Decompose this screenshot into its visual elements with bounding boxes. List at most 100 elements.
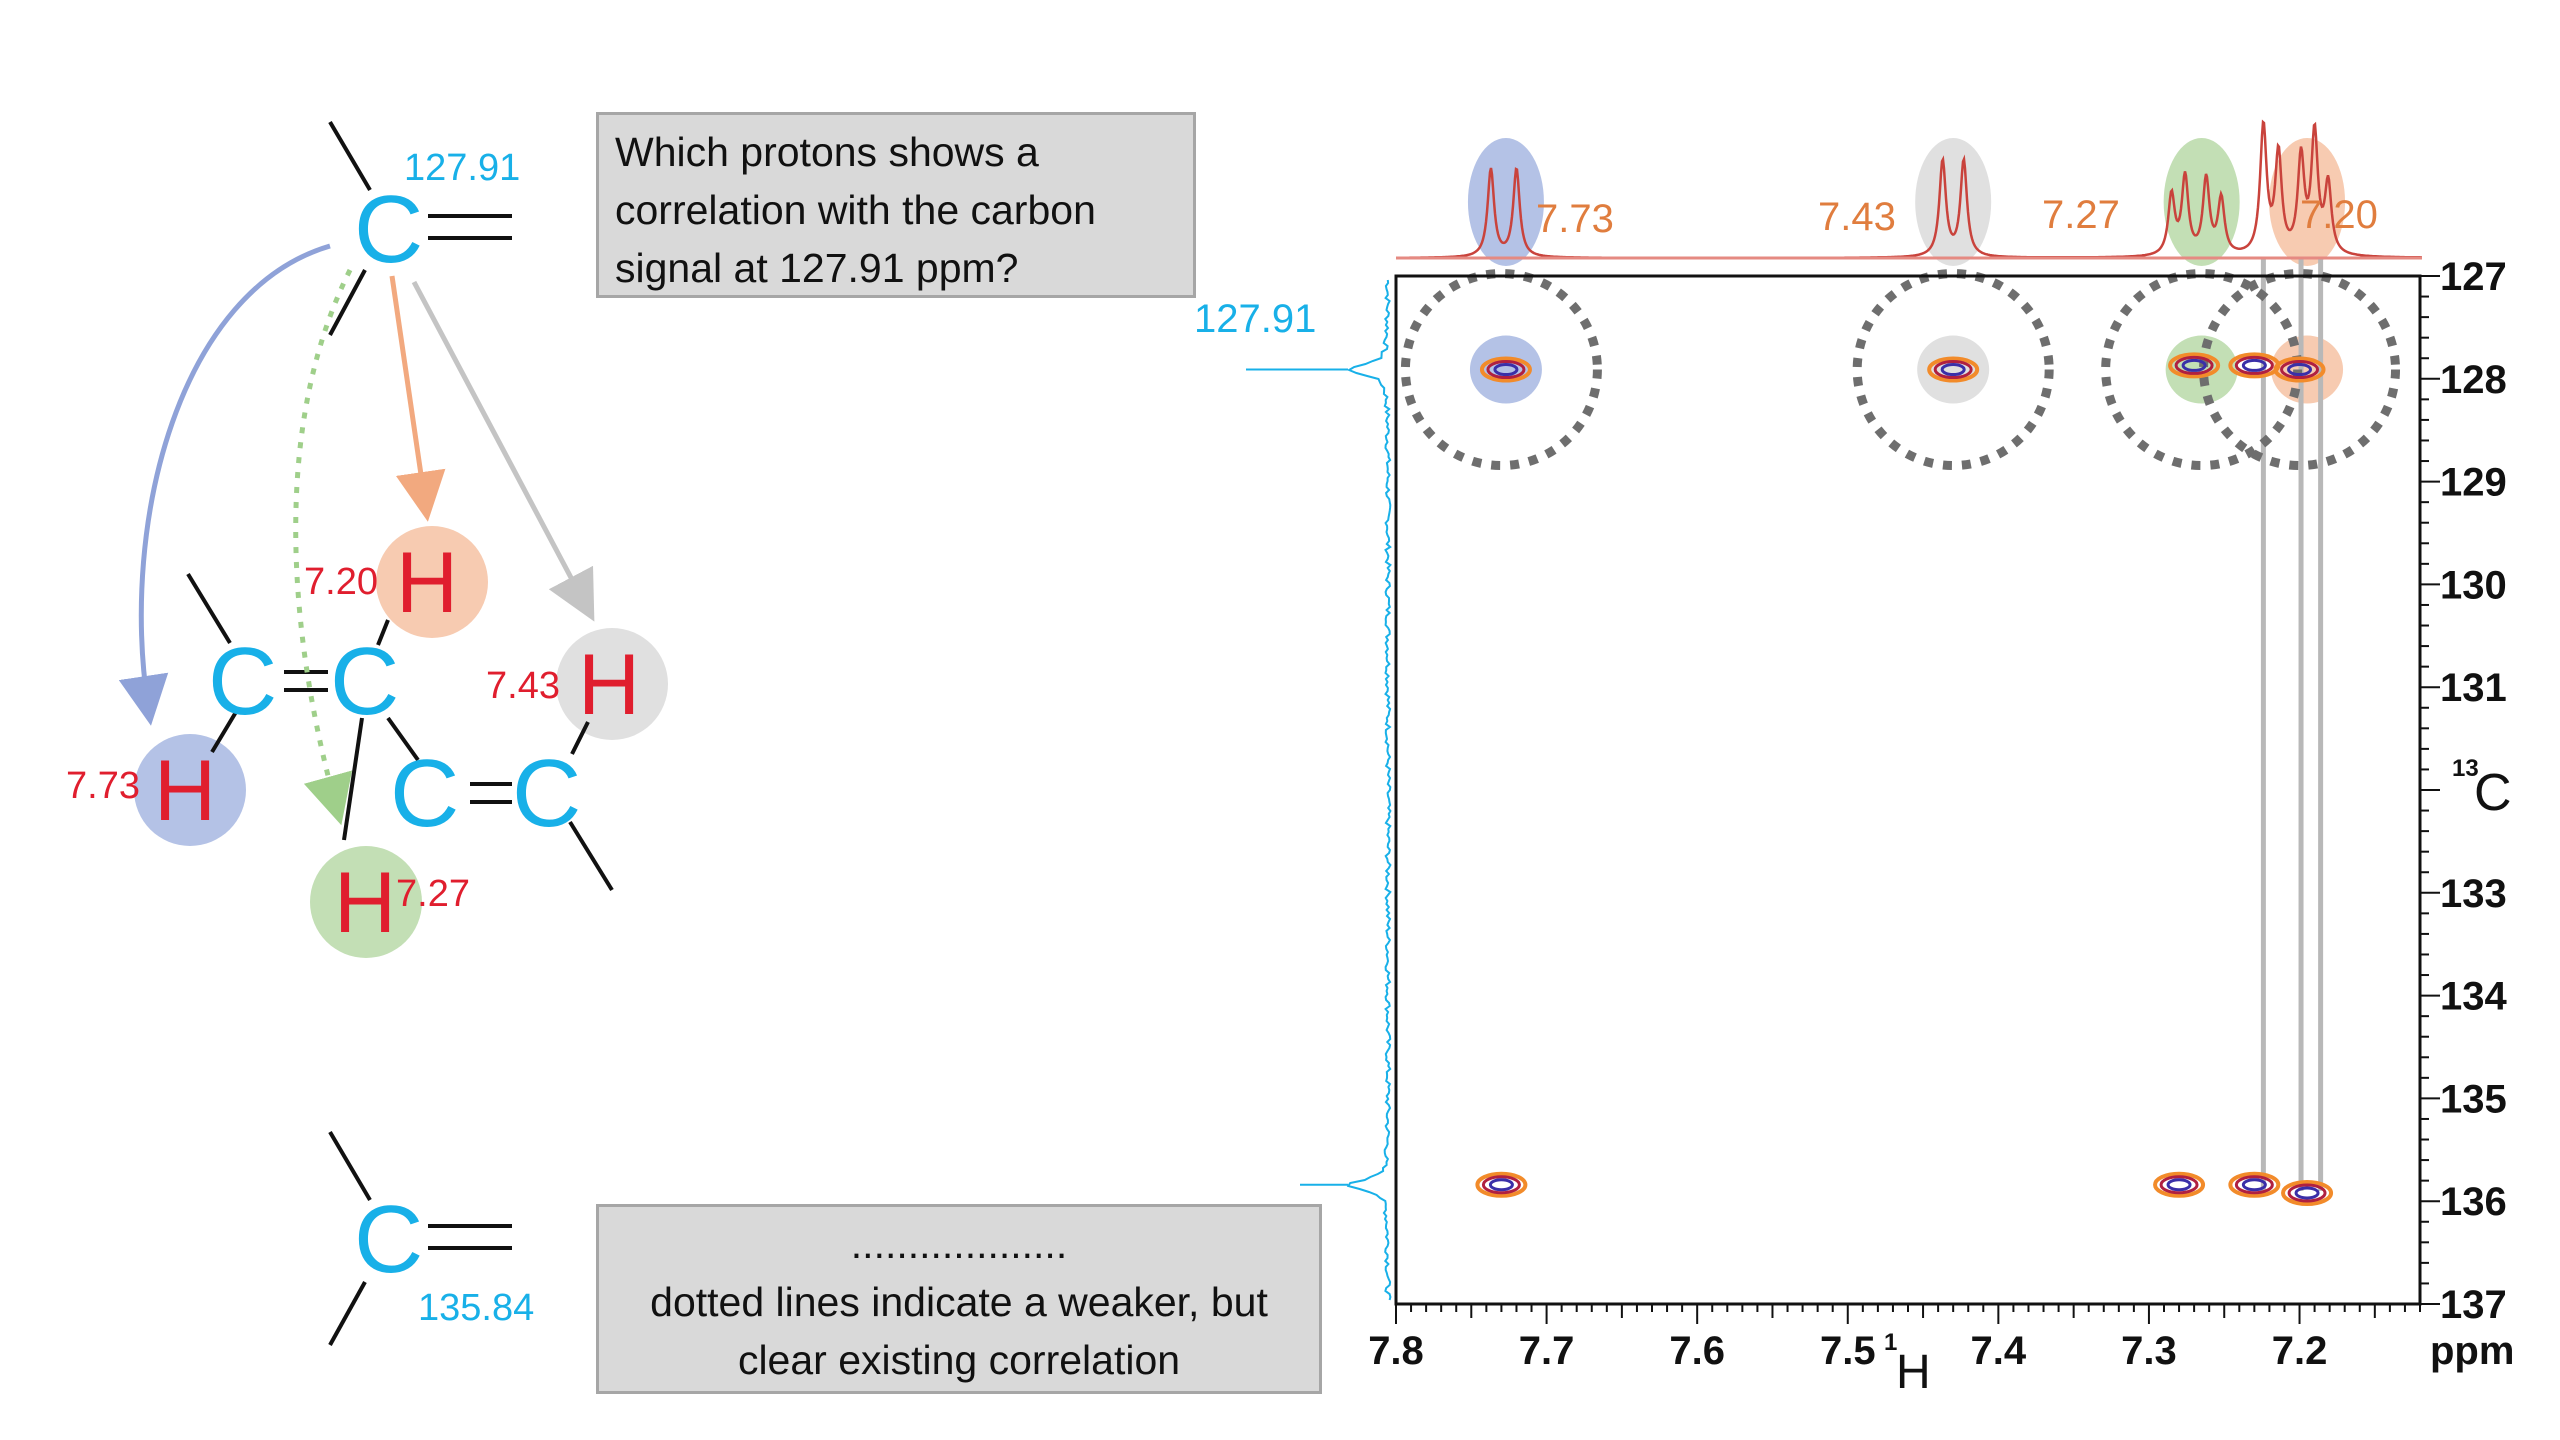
- contour-mid: [1933, 360, 1973, 380]
- proton-circle-7-43: [556, 628, 668, 740]
- dotted-circle: [2199, 269, 2401, 471]
- contour-mid: [2234, 355, 2274, 375]
- x-axis-symbol: H: [1896, 1346, 1931, 1399]
- hydrogen-7-27: H: [334, 855, 396, 951]
- dotted-circle: [2101, 269, 2303, 471]
- top-label-7-43: 7.43: [1818, 195, 1896, 239]
- contour-inner: [2241, 358, 2267, 372]
- y-tick-label: 130: [2440, 563, 2507, 607]
- cross-peak: [2153, 1171, 2206, 1198]
- question-line-1: Which protons shows a: [615, 129, 1039, 175]
- contour-mid: [2280, 360, 2320, 380]
- cross-peak: [1475, 1171, 1528, 1198]
- y-tick-label: 128: [2440, 358, 2507, 402]
- contour-inner: [2287, 363, 2313, 377]
- y-tick-label: 129: [2440, 461, 2507, 505]
- contour-inner: [2294, 1186, 2320, 1200]
- cross-peak: [1927, 356, 1980, 383]
- hydrogen-7-73: H: [154, 743, 216, 839]
- hydrogen-7-43: H: [578, 637, 640, 733]
- contour-mid: [1486, 360, 1526, 380]
- contour-outer: [1479, 356, 1532, 383]
- carbon-ring-1: C: [208, 628, 277, 735]
- contour-outer: [1927, 356, 1980, 383]
- carbon-top: C: [354, 176, 423, 283]
- y-axis-nucleus: 13: [2452, 755, 2479, 782]
- trace-peak-highlight: [1467, 138, 1544, 266]
- cross-peak-highlight: [1469, 335, 1542, 404]
- y-axis: 127 128 129 130 131 133 134 135 136 137: [2420, 255, 2507, 1327]
- contour-inner: [1940, 363, 1966, 377]
- contour-inner: [1488, 1178, 1514, 1192]
- contour-mid: [2159, 1175, 2199, 1195]
- x-axis: 7.8 7.7 7.6 7.5 7.4 7.3 7.2: [1368, 1304, 2421, 1373]
- question-line-3: signal at 127.91 ppm?: [615, 245, 1019, 291]
- arrow-to-7-73: [118, 243, 331, 726]
- proton-shift-7-43: 7.43: [486, 665, 560, 707]
- contour-outer: [2228, 1171, 2281, 1198]
- proton-circle-7-27: [310, 846, 422, 958]
- cross-peak: [2228, 352, 2281, 379]
- arrow-to-7-43: [411, 280, 595, 622]
- y-tick-label: 136: [2440, 1180, 2507, 1224]
- y-tick-label: 134: [2440, 975, 2507, 1019]
- contour-outer: [2273, 356, 2326, 383]
- contour-mid: [2287, 1183, 2327, 1203]
- carbon-ring-4: C: [512, 740, 581, 847]
- cross-peak: [2273, 356, 2326, 383]
- contour-inner: [1493, 363, 1519, 377]
- top-label-7-27: 7.27: [2042, 193, 2120, 237]
- x-tick-label: 7.2: [2272, 1329, 2328, 1373]
- trace-peak-highlight: [2163, 138, 2240, 266]
- trace-peak-highlight: [2269, 138, 2346, 266]
- top-carbon-shift: 127.91: [404, 147, 520, 189]
- y-tick-label: 127: [2440, 255, 2507, 299]
- carbon-ring-3: C: [390, 740, 459, 847]
- left-trace-label: 127.91: [1194, 297, 1316, 341]
- contour-mid: [2234, 1175, 2274, 1195]
- peak-highlight-layer: [1467, 138, 2346, 404]
- cross-peaks: [1475, 352, 2334, 1206]
- y-axis-symbol: C: [2474, 764, 2512, 822]
- question-line-2: correlation with the carbon: [615, 187, 1096, 233]
- contour-inner: [2166, 1178, 2192, 1192]
- x-tick-label: 7.4: [1971, 1329, 2027, 1373]
- y-tick-label: 135: [2440, 1077, 2507, 1121]
- hydrogen-7-20: H: [396, 535, 458, 631]
- contour-outer: [1475, 1171, 1528, 1198]
- top-label-7-20: 7.20: [2300, 193, 2378, 237]
- proton-shift-7-73: 7.73: [66, 765, 140, 807]
- x-axis-unit: ppm: [2430, 1329, 2514, 1373]
- contour-mid: [2174, 355, 2214, 375]
- carbon-bottom: C: [354, 1186, 423, 1293]
- contour-outer: [2168, 352, 2221, 379]
- bottom-carbon-shift: 135.84: [418, 1287, 534, 1329]
- plot-frame: [1394, 274, 2422, 1306]
- x-tick-label: 7.7: [1519, 1329, 1575, 1373]
- note-box: ................... dotted lines indicat…: [596, 1204, 1322, 1394]
- contour-inner: [2181, 358, 2207, 372]
- cross-peak-highlight: [2271, 335, 2344, 404]
- contour-inner: [2241, 1178, 2267, 1192]
- note-dots: ...................: [850, 1221, 1068, 1267]
- y-tick-label: 131: [2440, 666, 2507, 710]
- trace-peak-highlight: [1915, 138, 1992, 266]
- top-label-7-73: 7.73: [1536, 197, 1614, 241]
- arrow-to-7-20: [389, 275, 446, 522]
- y-tick-label: 137: [2440, 1283, 2507, 1327]
- proton-circle-7-20: [376, 526, 488, 638]
- dotted-circle: [1400, 269, 1602, 471]
- x-axis-nucleus: 1: [1884, 1329, 1897, 1356]
- note-line-2: clear existing correlation: [737, 1337, 1181, 1383]
- cross-peak: [2228, 1171, 2281, 1198]
- contour-outer: [2153, 1171, 2206, 1198]
- guide-lines: [2260, 258, 2324, 1191]
- x-tick-label: 7.5: [1820, 1329, 1876, 1373]
- x-tick-label: 7.3: [2121, 1329, 2177, 1373]
- x-tick-label: 7.8: [1368, 1329, 1424, 1373]
- contour-mid: [1481, 1175, 1521, 1195]
- cross-peak: [1479, 356, 1532, 383]
